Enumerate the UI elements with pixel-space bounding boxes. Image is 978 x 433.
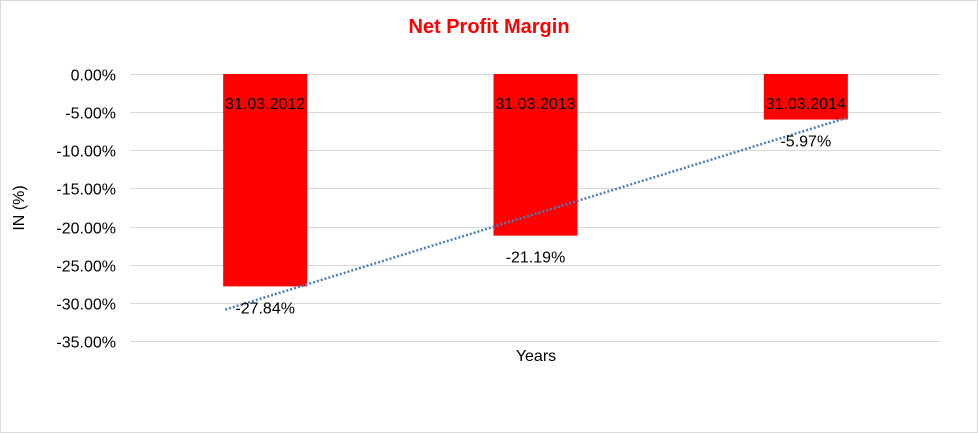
- category-label: 31.03.2014: [766, 96, 846, 113]
- data-label: -5.97%: [780, 134, 831, 151]
- y-tick-labels: 0.00% -5.00% -10.00% -15.00% -20.00% -25.00% -…: [56, 68, 116, 352]
- y-tick-label: -35.00%: [56, 335, 116, 352]
- y-tick-label: -15.00%: [56, 182, 116, 199]
- category-label: 31.03.2012: [225, 96, 305, 113]
- trendline-layer: [224, 116, 847, 311]
- y-tick-label: -5.00%: [65, 106, 116, 123]
- y-tick-label: -25.00%: [56, 259, 116, 276]
- x-axis-label: Years: [516, 348, 556, 365]
- y-tick-label: 0.00%: [71, 68, 116, 85]
- data-labels: -27.84% -21.19% -5.97%: [235, 134, 831, 318]
- y-tick-label: -10.00%: [56, 144, 116, 161]
- category-label: 31.03.2013: [495, 96, 575, 113]
- bars: [223, 74, 848, 287]
- y-tick-label: -30.00%: [56, 297, 116, 314]
- bar: [493, 74, 578, 236]
- data-label: -21.19%: [506, 250, 566, 267]
- y-axis-label: IN (%): [11, 185, 28, 230]
- bar: [223, 74, 308, 287]
- data-label: -27.84%: [235, 300, 295, 317]
- category-labels: 31.03.2012 31.03.2013 31.03.2014: [225, 96, 846, 113]
- y-tick-label: -20.00%: [56, 221, 116, 238]
- trendline: [224, 116, 847, 311]
- bar: [763, 74, 848, 120]
- chart-title: Net Profit Margin: [408, 16, 570, 38]
